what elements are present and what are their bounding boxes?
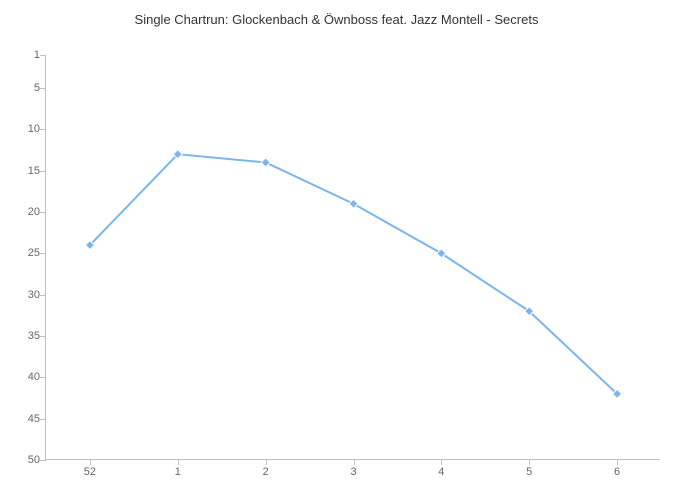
x-tick-label: 2 xyxy=(263,466,269,478)
plot-area: 15101520253035404550 52123456 xyxy=(45,55,660,460)
chart-title: Single Chartrun: Glockenbach & Öwnboss f… xyxy=(0,0,673,27)
data-point-marker[interactable] xyxy=(261,158,270,167)
y-tick-label: 30 xyxy=(6,289,40,301)
x-tick-label: 3 xyxy=(350,466,356,478)
data-point-marker[interactable] xyxy=(349,199,358,208)
x-tick-label: 52 xyxy=(84,466,96,478)
y-tick-label: 5 xyxy=(6,82,40,94)
y-tick-label: 1 xyxy=(6,49,40,61)
x-tick-label: 1 xyxy=(175,466,181,478)
y-tick-label: 20 xyxy=(6,206,40,218)
x-tick-label: 5 xyxy=(526,466,532,478)
y-tick-label: 25 xyxy=(6,247,40,259)
series-line xyxy=(90,154,617,394)
y-tick-label: 40 xyxy=(6,371,40,383)
x-tick-label: 4 xyxy=(438,466,444,478)
y-tick-label: 35 xyxy=(6,330,40,342)
y-tick-label: 45 xyxy=(6,413,40,425)
y-tick-label: 10 xyxy=(6,123,40,135)
y-tick-mark xyxy=(40,460,46,461)
x-tick-label: 6 xyxy=(614,466,620,478)
y-tick-label: 15 xyxy=(6,165,40,177)
line-series xyxy=(46,55,661,460)
y-tick-label: 50 xyxy=(6,454,40,466)
